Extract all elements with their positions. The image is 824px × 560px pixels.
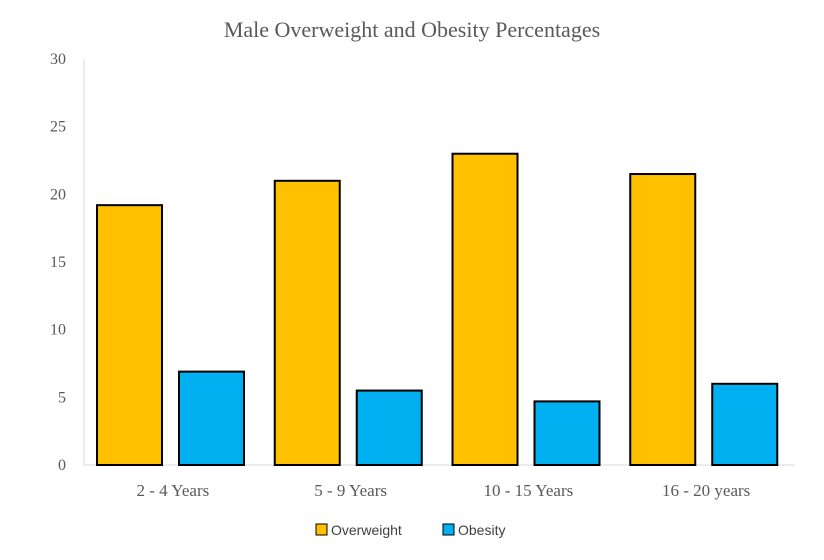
legend-label-overweight: Overweight: [331, 522, 402, 538]
x-tick-label: 2 - 4 Years: [137, 481, 210, 500]
bars-group: [96, 152, 779, 467]
legend-swatch-obesity: [442, 523, 455, 536]
bar-obesity-2: [355, 389, 423, 467]
legend-label-obesity: Obesity: [458, 522, 505, 538]
y-tick-label: 30: [50, 51, 66, 68]
y-axis-ticks: 0 5 10 15 20 25 30: [50, 51, 66, 474]
x-tick-label: 10 - 15 Years: [484, 481, 574, 500]
bar-overweight-2: [273, 179, 341, 467]
legend-swatch-overweight: [315, 523, 328, 536]
chart-title: Male Overweight and Obesity Percentages: [224, 17, 600, 42]
bar-overweight-1: [96, 204, 163, 466]
bar-overweight-4: [629, 173, 697, 467]
y-tick-label: 25: [50, 119, 66, 136]
legend: Overweight Obesity: [315, 522, 505, 538]
y-tick-label: 10: [50, 322, 66, 339]
y-tick-label: 5: [58, 389, 66, 406]
bar-overweight-3: [451, 152, 519, 466]
bar-obesity-3: [533, 400, 601, 467]
bar-obesity-4: [711, 382, 779, 466]
x-tick-label: 16 - 20 years: [662, 481, 750, 500]
bar-obesity-1: [178, 370, 245, 466]
y-tick-label: 0: [58, 457, 66, 474]
x-axis-ticks: 2 - 4 Years 5 - 9 Years 10 - 15 Years 16 - …: [137, 481, 751, 500]
y-tick-label: 15: [50, 254, 66, 271]
y-tick-label: 20: [50, 186, 66, 203]
x-tick-label: 5 - 9 Years: [314, 481, 387, 500]
